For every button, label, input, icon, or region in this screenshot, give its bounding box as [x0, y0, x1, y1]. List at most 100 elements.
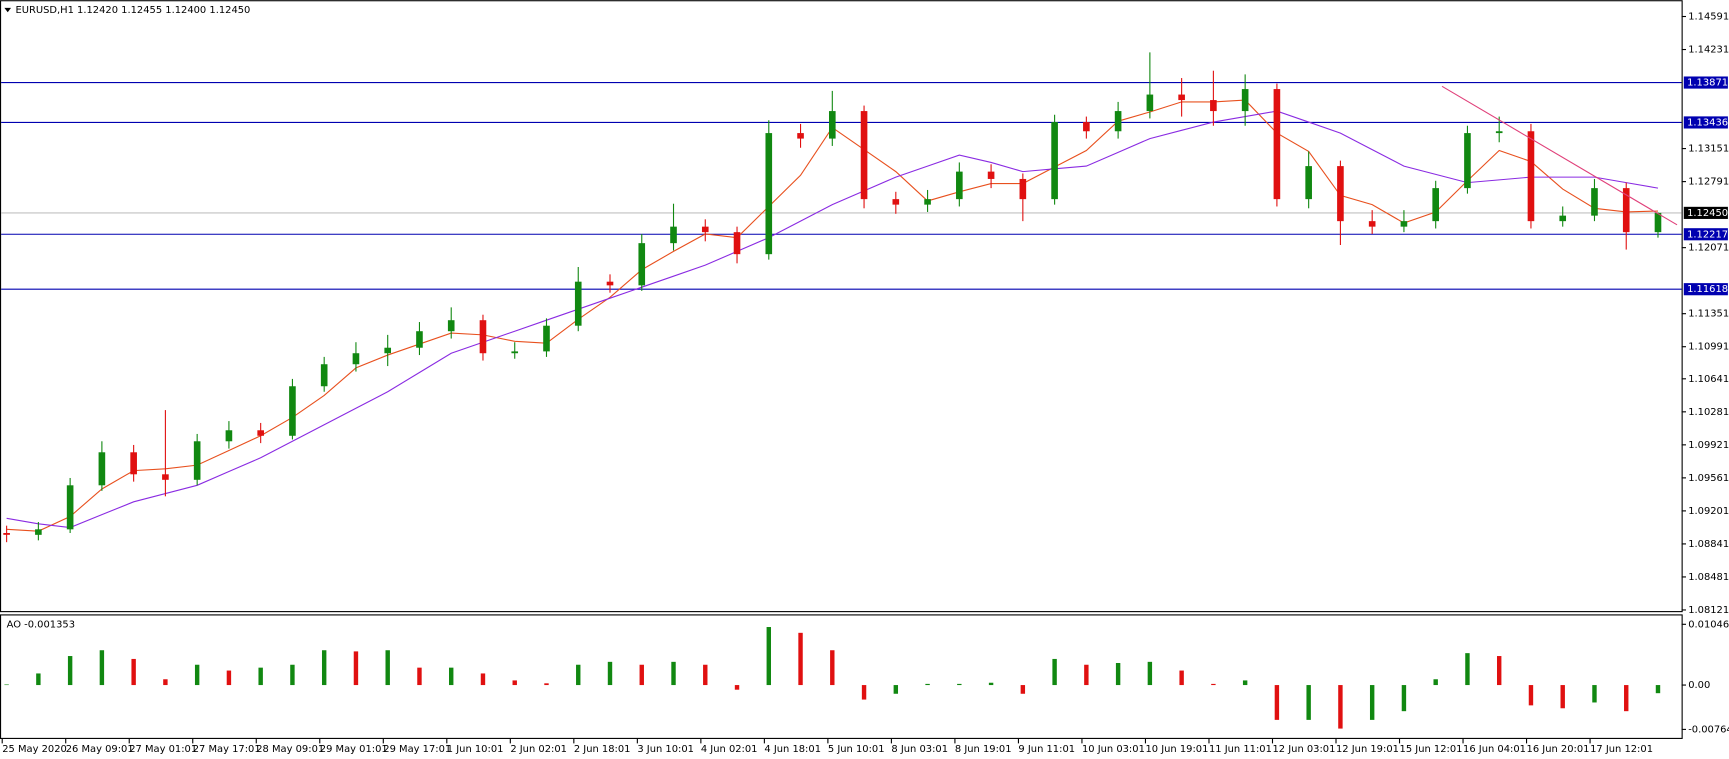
candle-body: [193, 441, 201, 480]
ao-panel: [0, 614, 1683, 739]
x-tick-label: 8 Jun 19:01: [955, 744, 1012, 755]
ao-bar: [1369, 685, 1375, 720]
candle-body: [130, 452, 137, 475]
level-label: 1.11618: [1687, 284, 1728, 295]
ao-bar: [194, 664, 200, 686]
ao-bar: [417, 667, 422, 686]
last-price-box: [1683, 206, 1728, 219]
ao-bar: [703, 664, 708, 686]
y-tick-label: 1.11351: [1688, 309, 1729, 320]
ao-bar: [544, 683, 549, 686]
x-tick-label: 25 May 2020: [2, 744, 67, 755]
chart-title: EURUSD,H1 1.12420 1.12455 1.12400 1.1245…: [15, 5, 250, 16]
candle-body: [1083, 122, 1090, 132]
candle-body: [511, 351, 519, 354]
candle-body: [3, 533, 10, 535]
x-tick-label: 5 Jun 10:01: [828, 744, 885, 755]
candle-body: [35, 529, 42, 535]
y-tick-label: 1.14231: [1688, 45, 1729, 56]
candle-body: [1495, 131, 1503, 134]
x-tick-label: 2 Jun 18:01: [574, 744, 631, 755]
ao-bar: [1242, 680, 1248, 686]
ao-bar: [639, 664, 644, 686]
ao-bar: [1528, 685, 1534, 706]
y-tick-label: 1.08841: [1688, 539, 1729, 550]
x-tick-label: 28 May 09:01: [256, 744, 324, 755]
x-tick-label: 2 Jun 02:01: [510, 744, 567, 755]
level-label-box: [1683, 283, 1728, 296]
ao-bar: [385, 650, 390, 686]
y-tick-label: 1.12791: [1688, 177, 1729, 188]
x-tick-label: 29 May 17:01: [383, 744, 451, 755]
menu-arrow[interactable]: [4, 7, 12, 13]
candle-body: [1464, 133, 1471, 189]
y-tick-label: 1.09201: [1688, 506, 1729, 517]
y-tick-label: 1.10281: [1688, 407, 1729, 418]
ao-bar: [957, 683, 962, 686]
main-panel: [0, 0, 1683, 613]
ao-bar: [830, 650, 835, 686]
y-tick-label: 1.09561: [1688, 473, 1729, 484]
ao-bar: [1560, 685, 1565, 709]
candle-body: [479, 320, 487, 354]
ao-bar: [798, 632, 803, 686]
ao-bar: [321, 650, 327, 686]
ao-bar: [480, 673, 486, 686]
y-tick-label: 1.08481: [1688, 572, 1729, 583]
candle-body: [1400, 221, 1408, 227]
candle-body: [1368, 221, 1376, 227]
ao-bar: [353, 651, 359, 686]
candle-body: [225, 430, 233, 442]
candle-body: [765, 133, 773, 255]
ao-bar: [1465, 653, 1470, 686]
y-tick-label: 1.13151: [1688, 144, 1729, 155]
candle-body: [638, 243, 646, 286]
candle-body: [66, 485, 74, 530]
y-tick-label: 1.10991: [1688, 342, 1729, 353]
y-tick-label: 1.14591: [1688, 12, 1729, 23]
ao-bar: [1084, 664, 1089, 686]
ao-bar: [1179, 670, 1184, 686]
candle-body: [384, 347, 392, 354]
candle-body: [828, 111, 836, 139]
candle-body: [1622, 188, 1630, 233]
ao-bar: [99, 650, 105, 686]
candle-body: [1432, 188, 1439, 222]
ao-bar: [1338, 685, 1343, 729]
candle-body: [860, 111, 868, 200]
y-tick-label: 1.10641: [1688, 374, 1729, 385]
ao-bar: [988, 682, 994, 686]
indicator-title: AO -0.001353: [7, 619, 75, 630]
ao-bar: [1115, 663, 1121, 686]
candle-body: [1337, 166, 1344, 222]
x-tick-label: 26 May 09:01: [66, 744, 134, 755]
candle-body: [892, 199, 900, 205]
x-tick-label: 11 Jun 11:01: [1209, 744, 1272, 755]
ao-bar: [163, 679, 168, 686]
ao-bar: [893, 685, 899, 694]
y-tick-label: 1.09921: [1688, 440, 1729, 451]
ao-bar: [766, 627, 771, 686]
ao-bar: [226, 670, 232, 686]
candle-body: [416, 331, 423, 348]
candle-body: [1559, 215, 1567, 222]
ao-bar: [1496, 656, 1502, 686]
candle-body: [1210, 100, 1217, 112]
x-tick-label: 1 Jun 10:01: [447, 744, 504, 755]
x-tick-label: 8 Jun 03:01: [891, 744, 948, 755]
ao-bar: [925, 683, 930, 686]
candle-body: [257, 430, 264, 436]
x-tick-label: 15 Jun 12:01: [1400, 744, 1463, 755]
ao-bar: [671, 661, 676, 686]
candle-body: [289, 386, 296, 436]
candle-body: [1241, 89, 1249, 112]
trend-line: [1441, 85, 1678, 226]
candle-body: [1273, 89, 1281, 200]
y-tick-label: 0.010469: [1688, 619, 1729, 630]
candle-body: [1654, 212, 1662, 233]
candle-body: [1019, 178, 1027, 200]
ao-bar: [36, 673, 41, 686]
candle-body: [162, 474, 169, 480]
candle-body: [956, 171, 963, 200]
